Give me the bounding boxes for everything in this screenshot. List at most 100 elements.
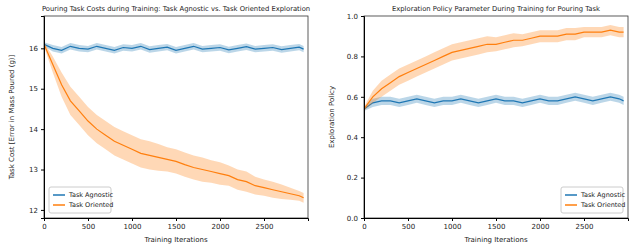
chart-title: Exploration Policy Parameter During Trai…	[392, 5, 600, 13]
y-tick-mark	[361, 16, 364, 17]
legend-label: Task Oriented	[580, 201, 625, 209]
legend: Task Agnostic Task Oriented	[561, 187, 626, 213]
y-tick-label: 0.6	[347, 94, 359, 102]
plot-frame	[364, 16, 628, 218]
x-tick-label: 500	[82, 223, 95, 231]
x-tick-label: 1500	[488, 223, 506, 231]
y-tick: 0.8	[347, 53, 364, 61]
plot-area	[364, 25, 624, 111]
chart-title: Pouring Task Costs during Training: Task…	[42, 5, 310, 13]
y-tick-mark	[361, 97, 364, 98]
y-tick: 14	[29, 126, 44, 134]
x-tick-label: 2000	[532, 223, 550, 231]
x-tick-mark	[264, 218, 265, 221]
x-tick-label: 2000	[212, 223, 230, 231]
y-tick: 0.2	[347, 174, 364, 182]
y-tick-label: 16	[29, 45, 38, 53]
x-tick-label: 1500	[168, 223, 186, 231]
series-line	[44, 44, 304, 50]
legend-label: Task Agnostic	[580, 191, 626, 199]
x-tick-label: 2500	[576, 223, 594, 231]
x-tick: 2500	[256, 218, 274, 231]
y-tick-mark	[361, 178, 364, 179]
x-tick: 1500	[168, 218, 186, 231]
x-tick-mark	[496, 218, 497, 221]
y-tick-label: 0.8	[347, 53, 358, 61]
plot-frame	[44, 16, 308, 218]
y-tick: 15	[29, 85, 44, 93]
x-tick-label: 1000	[124, 223, 142, 231]
x-tick-mark	[132, 218, 133, 221]
x-tick: 500	[402, 218, 415, 231]
plot-area	[44, 42, 304, 202]
y-tick-label: 0.2	[347, 174, 358, 182]
x-tick-mark	[176, 218, 177, 221]
y-tick-label: 12	[29, 207, 38, 215]
x-tick-label: 0	[362, 223, 366, 231]
x-axis-title: Training Iterations	[463, 236, 528, 244]
figure: 0 500 1000 1500 2000 2500 12 13 14 15 16 Pouring Ta…	[0, 0, 640, 248]
legend-swatch	[565, 194, 577, 196]
series-line	[364, 30, 624, 109]
y-tick-mark	[41, 170, 44, 171]
y-axis-line	[41, 17, 45, 219]
x-tick-mark	[88, 218, 89, 221]
x-tick: 500	[82, 218, 95, 231]
y-tick: 12	[29, 207, 44, 215]
y-tick-label: 13	[29, 166, 38, 174]
x-tick: 1000	[444, 218, 462, 231]
series-line	[364, 97, 624, 109]
y-tick-mark	[41, 89, 44, 90]
y-axis: 0.0 0.2 0.4 0.6 0.8 1.0	[347, 13, 365, 223]
y-tick-label: 0.0	[347, 215, 358, 223]
x-axis: 0 500 1000 1500 2000 2500	[362, 218, 628, 231]
std-band	[364, 93, 624, 111]
x-tick-label: 500	[402, 223, 415, 231]
y-tick: 0.0	[347, 215, 364, 223]
chart-panel: 0 500 1000 1500 2000 2500 12 13 14 15 16 Pouring Ta…	[8, 5, 310, 244]
legend-swatch	[53, 194, 65, 196]
x-tick: 1500	[488, 218, 506, 231]
x-tick-mark	[408, 218, 409, 221]
legend-label: Task Oriented	[68, 201, 113, 209]
x-tick-label: 0	[42, 223, 46, 231]
x-tick: 2000	[212, 218, 230, 231]
x-tick: 0	[362, 218, 366, 231]
y-tick-label: 1.0	[347, 13, 358, 21]
legend-label: Task Agnostic	[68, 191, 114, 199]
y-axis-title: Exploration Policy	[328, 86, 336, 148]
y-axis-line	[361, 17, 365, 219]
y-tick-mark	[41, 210, 44, 211]
y-tick: 16	[29, 45, 44, 53]
x-tick-mark	[540, 218, 541, 221]
y-tick: 0.6	[347, 94, 364, 102]
x-tick-mark	[584, 218, 585, 221]
x-axis: 0 500 1000 1500 2000 2500	[42, 218, 308, 231]
x-tick-mark	[452, 218, 453, 221]
x-tick: 2500	[576, 218, 594, 231]
x-tick-mark	[220, 218, 221, 221]
y-axis: 12 13 14 15 16	[29, 17, 44, 219]
y-tick-mark	[41, 48, 44, 49]
std-band	[44, 42, 304, 53]
legend: Task Agnostic Task Oriented	[49, 187, 114, 213]
x-axis-line	[45, 219, 309, 222]
std-band	[44, 42, 304, 202]
y-tick-label: 15	[29, 85, 38, 93]
x-tick: 2000	[532, 218, 550, 231]
y-tick: 0.4	[347, 134, 364, 142]
y-tick-label: 0.4	[347, 134, 359, 142]
x-axis-line	[365, 219, 629, 222]
x-axis-title: Training Iterations	[143, 236, 208, 244]
y-tick: 1.0	[347, 13, 364, 21]
legend-swatch	[53, 204, 65, 206]
y-tick-label: 14	[29, 126, 38, 134]
y-tick: 13	[29, 166, 44, 174]
x-tick-label: 1000	[444, 223, 462, 231]
y-tick-mark	[361, 56, 364, 57]
y-tick-mark	[41, 129, 44, 130]
x-tick-label: 2500	[256, 223, 274, 231]
chart-panel: 0 500 1000 1500 2000 2500 0.0 0.2 0.4 0.6 0.8 1.0 Ex…	[328, 5, 629, 244]
y-tick-mark	[361, 218, 364, 219]
legend-swatch	[565, 204, 577, 206]
